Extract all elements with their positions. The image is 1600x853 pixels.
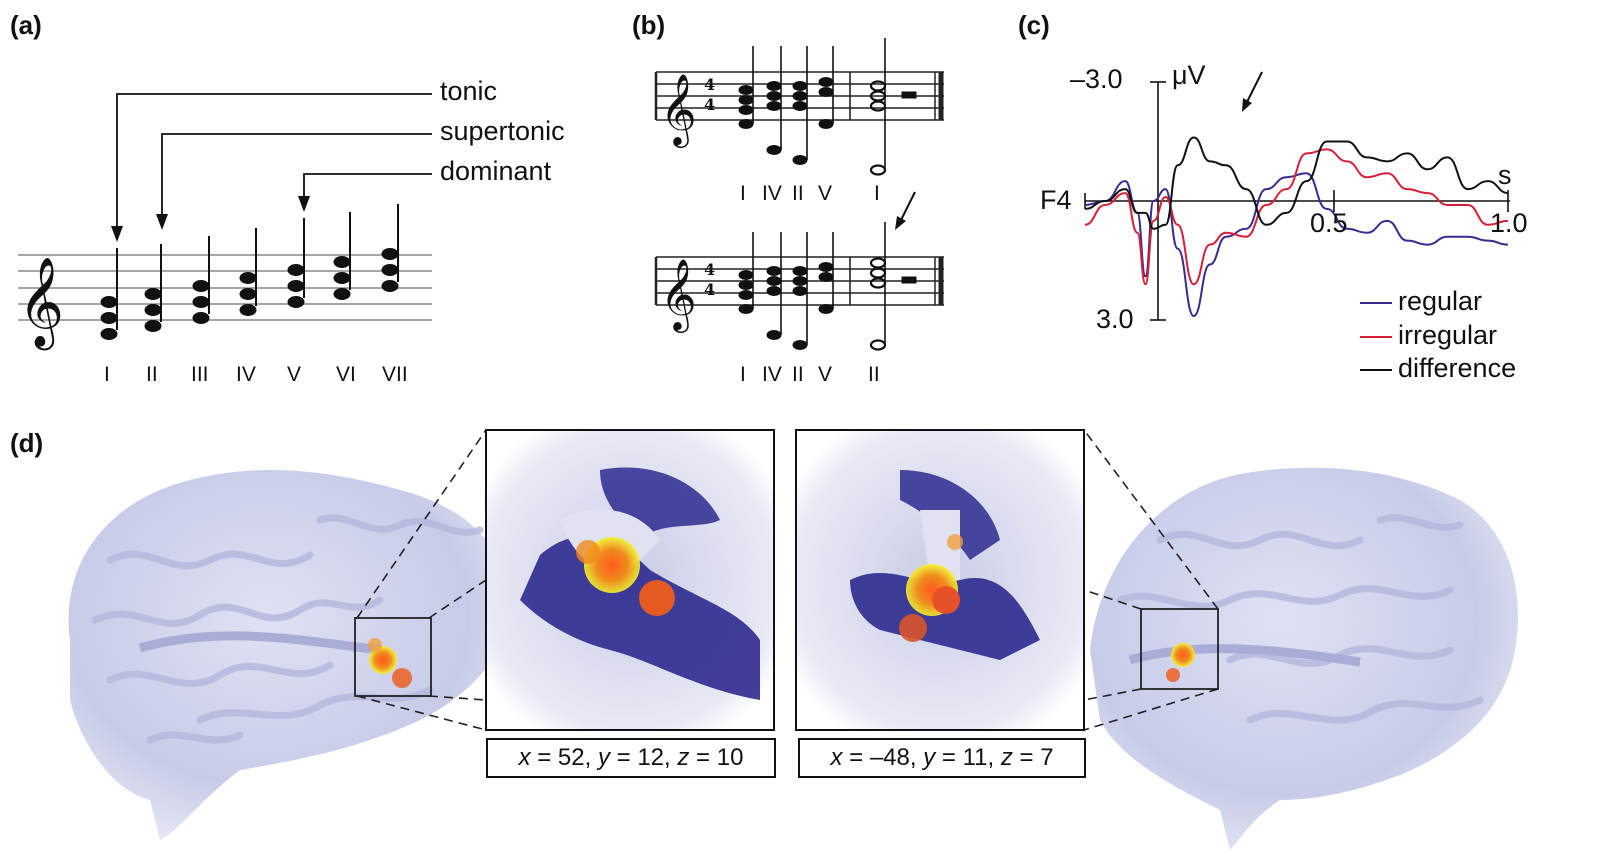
annotation-tonic: tonic xyxy=(440,76,498,106)
degree-label: IV xyxy=(236,363,256,386)
activation-spot xyxy=(368,638,382,652)
roi-box-left xyxy=(354,617,432,697)
legend-label-regular: regular xyxy=(1398,286,1483,316)
y-axis-unit: μV xyxy=(1172,60,1206,90)
y-axis-top-tick: –3.0 xyxy=(1070,64,1123,94)
degree-label: II xyxy=(146,363,158,386)
activation-spot xyxy=(392,668,412,688)
panel-label-d: (d) xyxy=(10,428,44,458)
svg-text:4: 4 xyxy=(704,280,715,299)
x-axis-unit: s xyxy=(1498,160,1512,190)
sequence-label: IV xyxy=(762,182,782,205)
degree-label: V xyxy=(287,363,302,386)
time-signature-bottom: 4 xyxy=(704,95,715,114)
zoom-panel-right-hemisphere xyxy=(485,429,775,731)
erp-series-group xyxy=(1084,136,1509,318)
channel-label: F4 xyxy=(1040,185,1072,215)
degree-label: III xyxy=(191,363,209,386)
cadence-chords-top xyxy=(738,38,917,176)
zoom-panel-left-hemisphere xyxy=(795,429,1085,731)
sequence-label: II xyxy=(792,363,804,386)
activation-spot xyxy=(1166,668,1180,682)
annotation-dominant: dominant xyxy=(440,156,552,186)
treble-clef-icon: 𝄞 xyxy=(660,72,697,148)
svg-text:4: 4 xyxy=(704,260,715,279)
cadence-chords-bottom xyxy=(738,222,917,351)
treble-clef-icon: 𝄞 xyxy=(18,257,64,351)
panel-label-c: (c) xyxy=(1018,10,1050,40)
sequence-label: V xyxy=(818,363,833,386)
activation-spot xyxy=(899,614,927,642)
erp-line-difference xyxy=(1084,136,1509,230)
panel-label-a: (a) xyxy=(10,10,42,40)
zoom-connectors xyxy=(356,429,1219,731)
sequence-label: V xyxy=(818,182,833,205)
activation-spot xyxy=(947,534,963,550)
activation-spot xyxy=(639,580,675,616)
degree-label: VII xyxy=(382,363,408,386)
panel-label-b: (b) xyxy=(632,10,666,40)
annotation-supertonic: supertonic xyxy=(440,116,565,146)
y-axis-bottom-tick: 3.0 xyxy=(1096,304,1134,334)
sequence-label: II xyxy=(792,182,804,205)
annotation-arrows xyxy=(116,93,432,230)
treble-clef-icon: 𝄞 xyxy=(660,257,697,333)
legend-label-difference: difference xyxy=(1398,353,1517,383)
arrow-icon xyxy=(899,191,916,223)
activation-spot xyxy=(1171,643,1195,667)
legend-label-irregular: irregular xyxy=(1398,320,1498,350)
sequence-label: I xyxy=(740,182,746,205)
sequence-label: I xyxy=(740,363,746,386)
triad-chords xyxy=(100,204,399,340)
sequence-label: II xyxy=(868,363,880,386)
degree-label: VI xyxy=(336,363,356,386)
activation-spot xyxy=(576,540,600,564)
x-axis-tick-mid: 0.5 xyxy=(1310,208,1348,238)
arrow-icon xyxy=(1245,71,1263,105)
coordinate-label-right: x = 52, y = 12, z = 10 xyxy=(486,738,776,778)
degree-label: I xyxy=(104,363,110,386)
sequence-label: IV xyxy=(762,363,782,386)
erp-line-regular xyxy=(1084,172,1509,318)
brain-left-hemisphere xyxy=(1090,467,1518,850)
coordinate-label-left: x = –48, y = 11, z = 7 xyxy=(798,738,1086,778)
activation-spot xyxy=(932,586,960,614)
roi-box-right xyxy=(1140,608,1219,690)
sequence-label: I xyxy=(874,182,880,205)
erp-line-irregular xyxy=(1084,148,1509,286)
x-axis-tick-end: 1.0 xyxy=(1490,208,1528,238)
activation-spot xyxy=(369,646,397,674)
time-signature-top: 4 xyxy=(704,75,715,94)
brain-right-hemisphere xyxy=(68,469,512,840)
